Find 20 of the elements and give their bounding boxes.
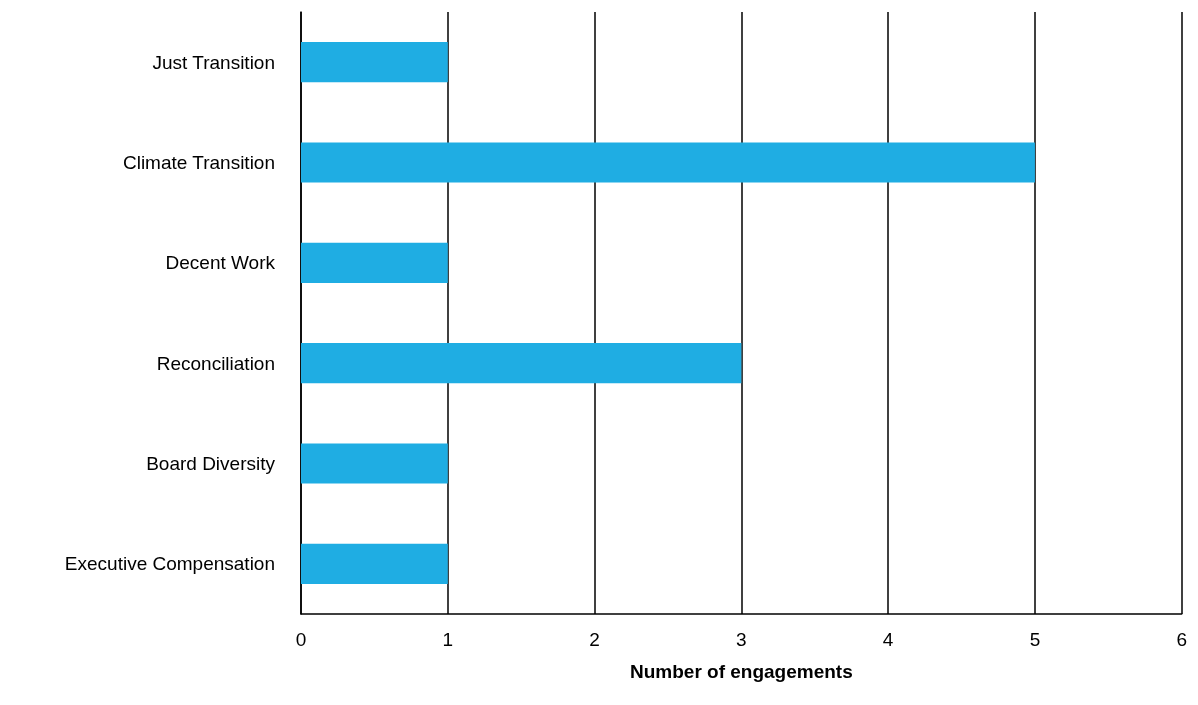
y-tick-label: Just Transition bbox=[152, 51, 275, 73]
x-tick-label: 3 bbox=[736, 629, 747, 650]
y-tick-label: Climate Transition bbox=[122, 152, 275, 173]
x-tick-label: 2 bbox=[589, 629, 600, 650]
bar bbox=[301, 543, 448, 584]
x-tick-label: 4 bbox=[882, 629, 894, 650]
y-tick-label: Board Diversity bbox=[146, 453, 276, 474]
y-tick-label: Reconciliation bbox=[156, 352, 275, 374]
y-tick-label: Executive Compensation bbox=[64, 553, 275, 575]
x-tick-label: 0 bbox=[295, 629, 307, 650]
y-tick-label: Decent Work bbox=[165, 252, 276, 274]
bar bbox=[301, 142, 1035, 183]
bar bbox=[301, 343, 742, 384]
x-tick-label: 6 bbox=[1176, 629, 1188, 650]
x-tick-label: 5 bbox=[1029, 629, 1041, 650]
bar bbox=[301, 443, 448, 484]
x-tick-label: 1 bbox=[442, 629, 454, 650]
x-axis-title: Number of engagements bbox=[629, 661, 853, 682]
bar bbox=[301, 242, 448, 283]
bar bbox=[301, 42, 448, 83]
